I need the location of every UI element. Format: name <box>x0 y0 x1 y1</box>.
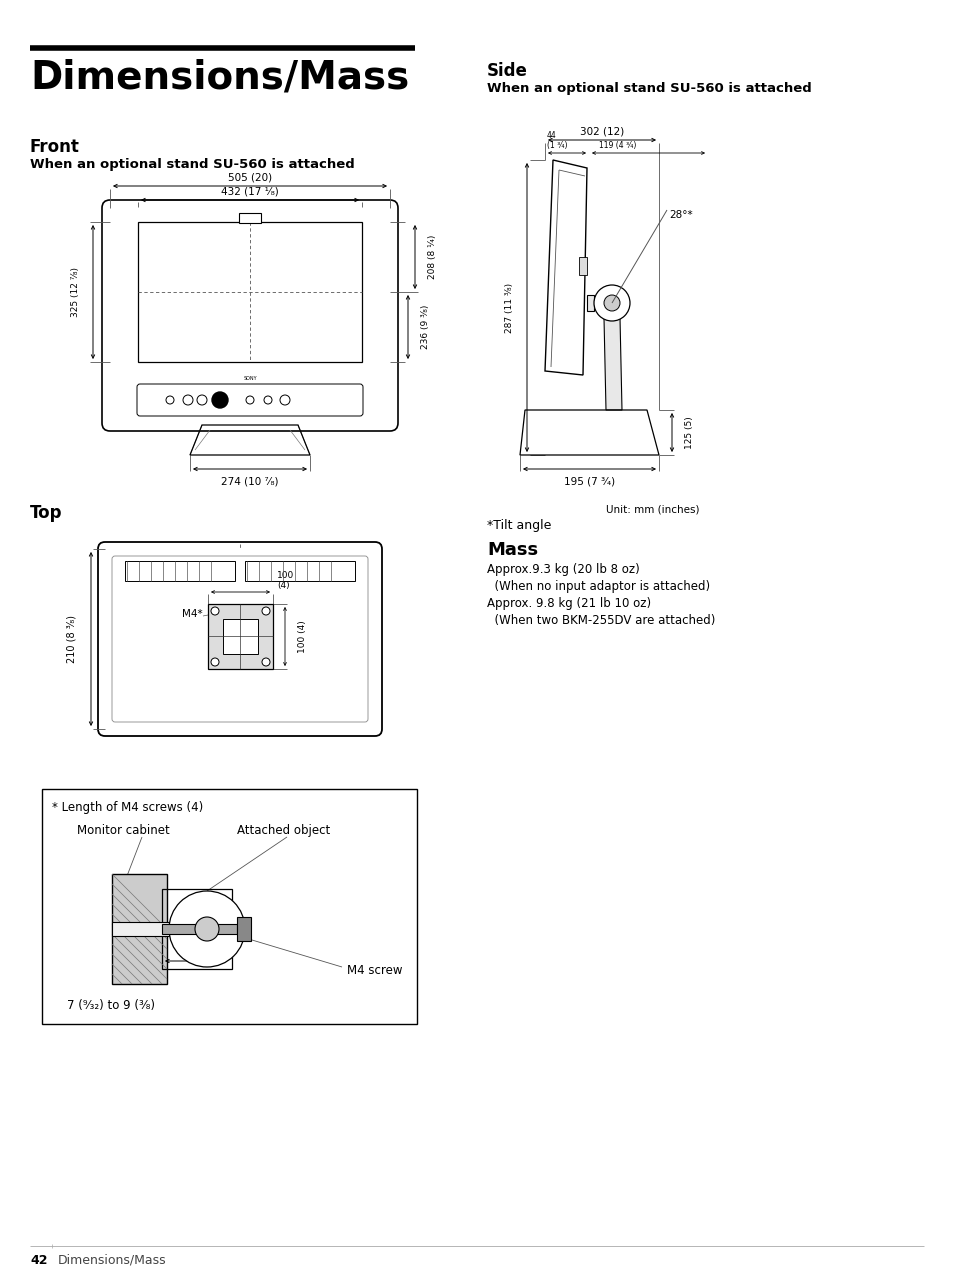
Text: 42: 42 <box>30 1254 48 1266</box>
Text: 208 (8 ¹⁄₄): 208 (8 ¹⁄₄) <box>428 234 436 279</box>
Circle shape <box>183 395 193 405</box>
Circle shape <box>280 395 290 405</box>
Circle shape <box>212 392 228 408</box>
Text: 505 (20): 505 (20) <box>228 172 272 182</box>
Text: Unit: mm (inches): Unit: mm (inches) <box>606 505 700 513</box>
Text: 302 (12): 302 (12) <box>579 126 623 136</box>
Circle shape <box>262 606 270 615</box>
Text: 44
(1 ³⁄₄): 44 (1 ³⁄₄) <box>546 131 567 150</box>
Text: Front: Front <box>30 138 80 155</box>
Circle shape <box>166 396 173 404</box>
Bar <box>162 889 232 970</box>
Bar <box>112 922 202 936</box>
Text: 28°*: 28°* <box>668 210 692 220</box>
Circle shape <box>594 285 629 321</box>
Polygon shape <box>603 318 621 410</box>
Circle shape <box>196 395 207 405</box>
FancyBboxPatch shape <box>137 383 363 417</box>
Circle shape <box>211 606 219 615</box>
Bar <box>162 924 236 934</box>
FancyBboxPatch shape <box>102 200 397 431</box>
Text: Side: Side <box>486 62 527 80</box>
Text: M4*: M4* <box>182 609 203 619</box>
Text: Attached object: Attached object <box>236 824 330 837</box>
Circle shape <box>603 296 619 311</box>
Text: 195 (7 ³⁄₄): 195 (7 ³⁄₄) <box>563 476 615 487</box>
Text: SONY: SONY <box>243 376 256 381</box>
Bar <box>125 561 234 581</box>
Circle shape <box>246 396 253 404</box>
Bar <box>138 222 361 362</box>
Text: 274 (10 ⁷⁄₈): 274 (10 ⁷⁄₈) <box>221 476 278 487</box>
Circle shape <box>264 396 272 404</box>
Circle shape <box>262 657 270 666</box>
Text: (When no input adaptor is attached): (When no input adaptor is attached) <box>486 580 709 592</box>
Text: Top: Top <box>30 505 63 522</box>
Circle shape <box>211 657 219 666</box>
Text: Mass: Mass <box>486 541 537 559</box>
Circle shape <box>194 917 219 941</box>
Text: 210 (8 ³⁄₈): 210 (8 ³⁄₈) <box>67 615 77 662</box>
Text: *Tilt angle: *Tilt angle <box>486 519 551 533</box>
FancyBboxPatch shape <box>98 541 381 736</box>
Text: 125 (5): 125 (5) <box>684 417 693 448</box>
Polygon shape <box>544 161 586 375</box>
Text: 7 (⁹⁄₃₂) to 9 (³⁄₈): 7 (⁹⁄₃₂) to 9 (³⁄₈) <box>67 999 154 1012</box>
Text: When an optional stand SU-560 is attached: When an optional stand SU-560 is attache… <box>30 158 355 171</box>
Text: Dimensions/Mass: Dimensions/Mass <box>30 59 409 96</box>
Text: 119 (4 ³⁄₄): 119 (4 ³⁄₄) <box>598 141 636 150</box>
Bar <box>208 604 273 669</box>
Text: 432 (17 ¹⁄₈): 432 (17 ¹⁄₈) <box>221 187 278 197</box>
Circle shape <box>169 891 245 967</box>
Text: Dimensions/Mass: Dimensions/Mass <box>58 1254 167 1266</box>
Bar <box>112 874 167 984</box>
Text: (When two BKM-255DV are attached): (When two BKM-255DV are attached) <box>486 614 715 627</box>
Bar <box>578 257 586 275</box>
Text: 287 (11 ³⁄₈): 287 (11 ³⁄₈) <box>504 283 514 333</box>
Text: Approx.9.3 kg (20 lb 8 oz): Approx.9.3 kg (20 lb 8 oz) <box>486 563 639 576</box>
Text: 100 (4): 100 (4) <box>297 620 307 652</box>
Bar <box>236 917 251 941</box>
Bar <box>42 789 416 1024</box>
Text: Approx. 9.8 kg (21 lb 10 oz): Approx. 9.8 kg (21 lb 10 oz) <box>486 598 651 610</box>
Text: 100
(4): 100 (4) <box>276 571 294 590</box>
Bar <box>239 213 261 223</box>
Text: M4 screw: M4 screw <box>347 964 402 977</box>
Text: Monitor cabinet: Monitor cabinet <box>77 824 170 837</box>
Text: 236 (9 ³⁄₈): 236 (9 ³⁄₈) <box>420 304 430 349</box>
Text: 325 (12 ⁷⁄₈): 325 (12 ⁷⁄₈) <box>71 268 80 317</box>
Text: * Length of M4 screws (4): * Length of M4 screws (4) <box>52 801 203 814</box>
Text: When an optional stand SU-560 is attached: When an optional stand SU-560 is attache… <box>486 82 811 96</box>
Bar <box>245 561 355 581</box>
Polygon shape <box>586 296 594 311</box>
Bar <box>223 619 257 654</box>
